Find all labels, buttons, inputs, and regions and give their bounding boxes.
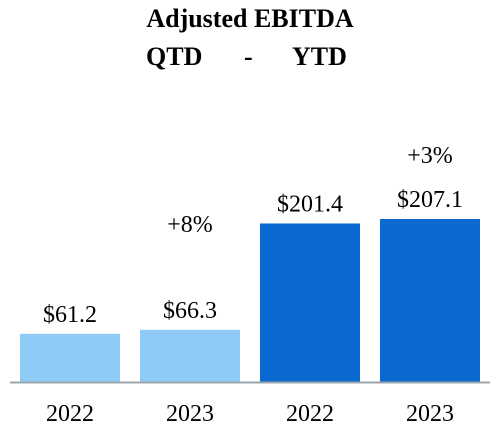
growth-label-ytd: +3% <box>407 143 453 169</box>
subtitle-qtd: QTD <box>146 42 203 71</box>
chart-title: Adjusted EBITDA <box>146 4 354 33</box>
category-label: 2023 <box>406 401 454 427</box>
category-label: 2023 <box>166 401 214 427</box>
value-label: $207.1 <box>397 187 463 213</box>
value-label: $66.3 <box>163 298 217 324</box>
category-label: 2022 <box>46 401 94 427</box>
bar-ytd-2022 <box>260 223 360 382</box>
value-label: $61.2 <box>43 302 97 328</box>
category-label: 2022 <box>286 401 334 427</box>
value-label: $201.4 <box>277 191 343 217</box>
subtitle-ytd: YTD <box>292 42 347 71</box>
growth-label-qtd: +8% <box>167 212 213 238</box>
bar-qtd-2022 <box>20 333 120 382</box>
bar-qtd-2023 <box>140 329 240 382</box>
bar-ytd-2023 <box>380 219 480 382</box>
subtitle-separator: - <box>244 42 253 71</box>
